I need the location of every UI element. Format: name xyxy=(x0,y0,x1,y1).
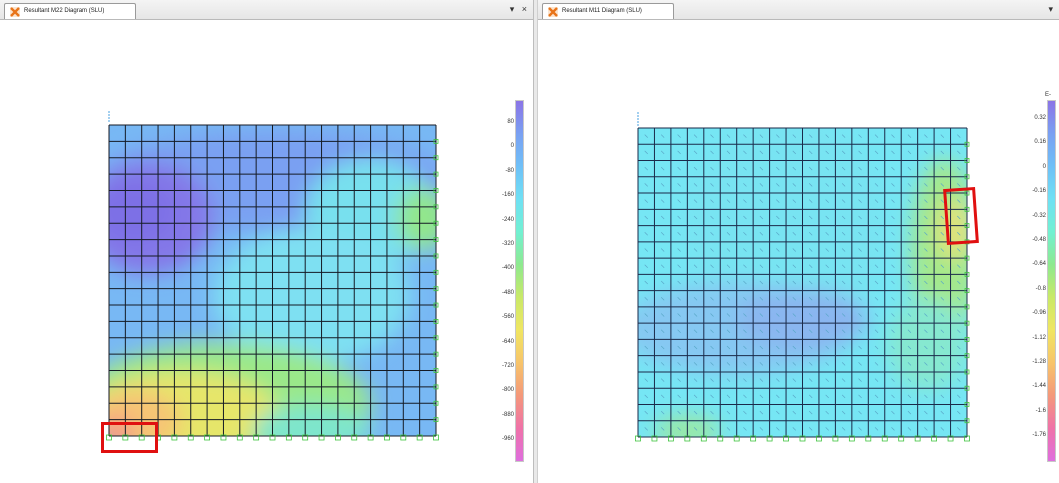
dropdown-icon[interactable]: ▾ xyxy=(509,4,515,14)
m11-contour-plot[interactable] xyxy=(538,0,1059,483)
contour-fill xyxy=(109,125,436,436)
legend-value-label: 0.16 xyxy=(1034,139,1046,146)
legend-value-label: -720 xyxy=(501,363,514,369)
legend-value-label: -1.44 xyxy=(1032,383,1046,390)
tab-strip: Resultant M11 Diagram (SLU) ▾ xyxy=(538,0,1059,20)
highlight-box-bottom-left xyxy=(101,422,158,453)
tab-strip: Resultant M22 Diagram (SLU) ▾ × xyxy=(0,0,533,20)
left-diagram-window: Resultant M22 Diagram (SLU) ▾ × 80 0 -80 -1… xyxy=(0,0,533,483)
legend-color-bar xyxy=(515,100,524,462)
app-logo-icon xyxy=(10,7,20,17)
legend-value-label: -320 xyxy=(501,241,514,247)
legend-value-label: -1.28 xyxy=(1032,359,1046,365)
legend-value-label: -0.32 xyxy=(1032,212,1046,219)
dropdown-icon[interactable]: ▾ xyxy=(1048,4,1053,14)
legend-value-label: -1.6 xyxy=(1035,407,1046,414)
legend-value-label: -400 xyxy=(501,265,514,272)
app-logo-icon xyxy=(548,7,558,17)
legend-color-bar xyxy=(1047,100,1056,462)
legend-value-label: -160 xyxy=(501,192,514,199)
legend-value-label: -880 xyxy=(501,411,514,418)
contour-fill xyxy=(638,128,967,437)
legend-value-label: -80 xyxy=(505,167,514,174)
pane-divider[interactable] xyxy=(533,0,538,483)
mesh-grid xyxy=(637,127,968,438)
tab-m22-diagram[interactable]: Resultant M22 Diagram (SLU) xyxy=(4,3,136,19)
tab-m11-diagram[interactable]: Resultant M11 Diagram (SLU) xyxy=(542,3,674,19)
right-diagram-window: Resultant M11 Diagram (SLU) ▾ E- 0.32 0.1… xyxy=(538,0,1059,483)
legend-header: E- xyxy=(1045,92,1051,98)
legend-value-label: -0.64 xyxy=(1032,261,1046,268)
legend-value-label: -560 xyxy=(501,314,514,321)
window-controls: ▾ × xyxy=(505,3,527,15)
legend-value-label: 0.32 xyxy=(1034,115,1046,121)
mesh-grid xyxy=(108,124,437,437)
legend-value-label: 0 xyxy=(1042,163,1046,170)
supports xyxy=(106,111,439,441)
legend-value-label: -800 xyxy=(501,387,514,394)
close-icon[interactable]: × xyxy=(521,4,527,14)
legend-value-label: -0.48 xyxy=(1032,237,1046,243)
legend-value-label: -240 xyxy=(501,216,514,223)
legend-value-label: -1.12 xyxy=(1032,334,1046,341)
legend-value-label: 80 xyxy=(507,119,514,125)
legend-value-label: 0 xyxy=(510,143,514,150)
legend-value-label: -0.16 xyxy=(1032,188,1046,195)
node-markers xyxy=(635,112,970,442)
tab-label: Resultant M11 Diagram (SLU) xyxy=(562,8,642,14)
tab-label: Resultant M22 Diagram (SLU) xyxy=(24,8,105,14)
legend-value-label: -960 xyxy=(501,436,514,443)
legend-value-label: -480 xyxy=(501,289,514,296)
legend-value-label: -0.96 xyxy=(1032,310,1046,317)
window-controls: ▾ xyxy=(1043,3,1053,15)
legend-value-label: -0.8 xyxy=(1035,285,1046,292)
m22-contour-plot[interactable] xyxy=(0,0,533,483)
legend-value-label: -640 xyxy=(501,338,514,345)
highlight-box-right-edge xyxy=(943,186,979,246)
legend-value-label: -1.76 xyxy=(1032,432,1046,439)
